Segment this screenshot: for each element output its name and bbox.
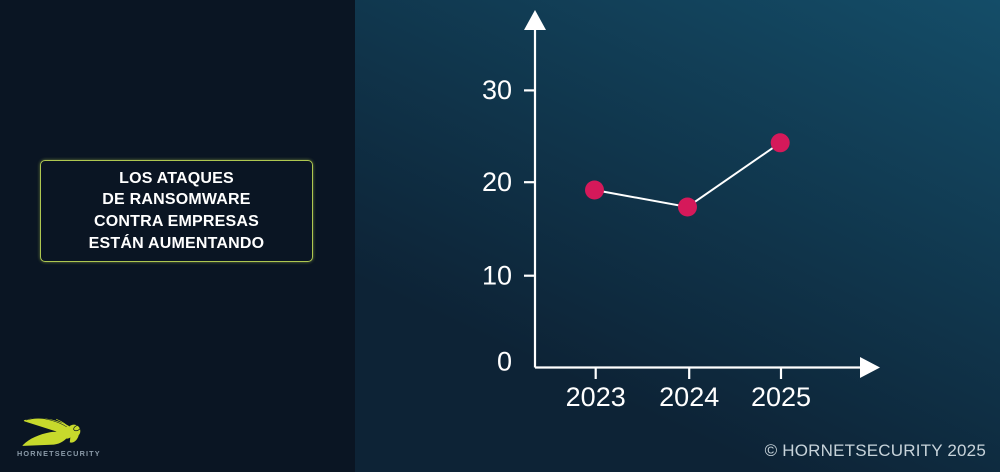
svg-text:2023: 2023 [566, 382, 626, 412]
svg-text:0: 0 [497, 347, 512, 377]
svg-text:10: 10 [482, 261, 512, 291]
svg-text:30: 30 [482, 75, 512, 105]
svg-text:2025: 2025 [751, 382, 811, 412]
svg-text:2024: 2024 [659, 382, 719, 412]
svg-text:20: 20 [482, 167, 512, 197]
